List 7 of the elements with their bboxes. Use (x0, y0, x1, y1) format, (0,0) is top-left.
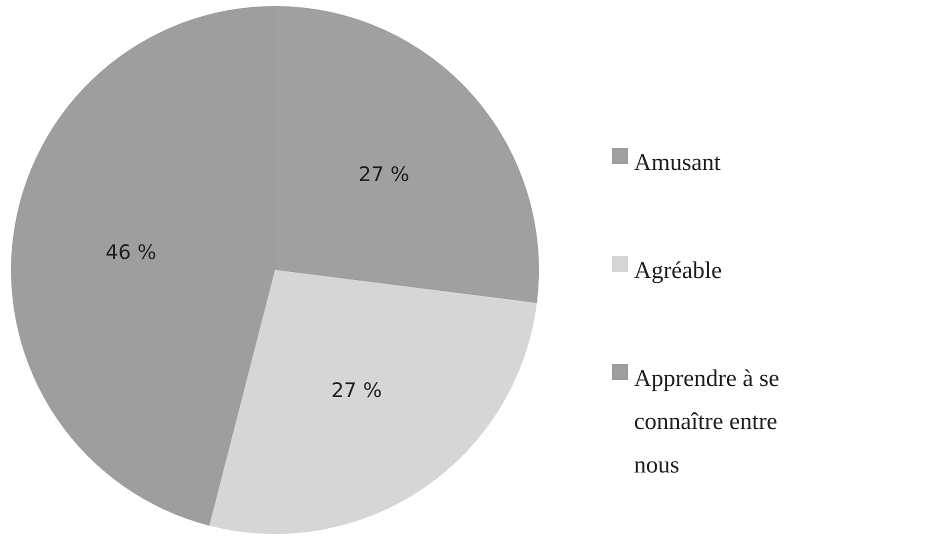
legend-label: Apprendre à se connaître entre nous (634, 366, 780, 478)
data-label: 27 % (358, 162, 410, 186)
legend-label: Agréable (634, 258, 722, 284)
legend-label: Amusant (634, 150, 721, 176)
data-label: 27 % (331, 378, 382, 402)
data-label: 46 % (106, 240, 156, 264)
pie-slice (209, 270, 537, 534)
